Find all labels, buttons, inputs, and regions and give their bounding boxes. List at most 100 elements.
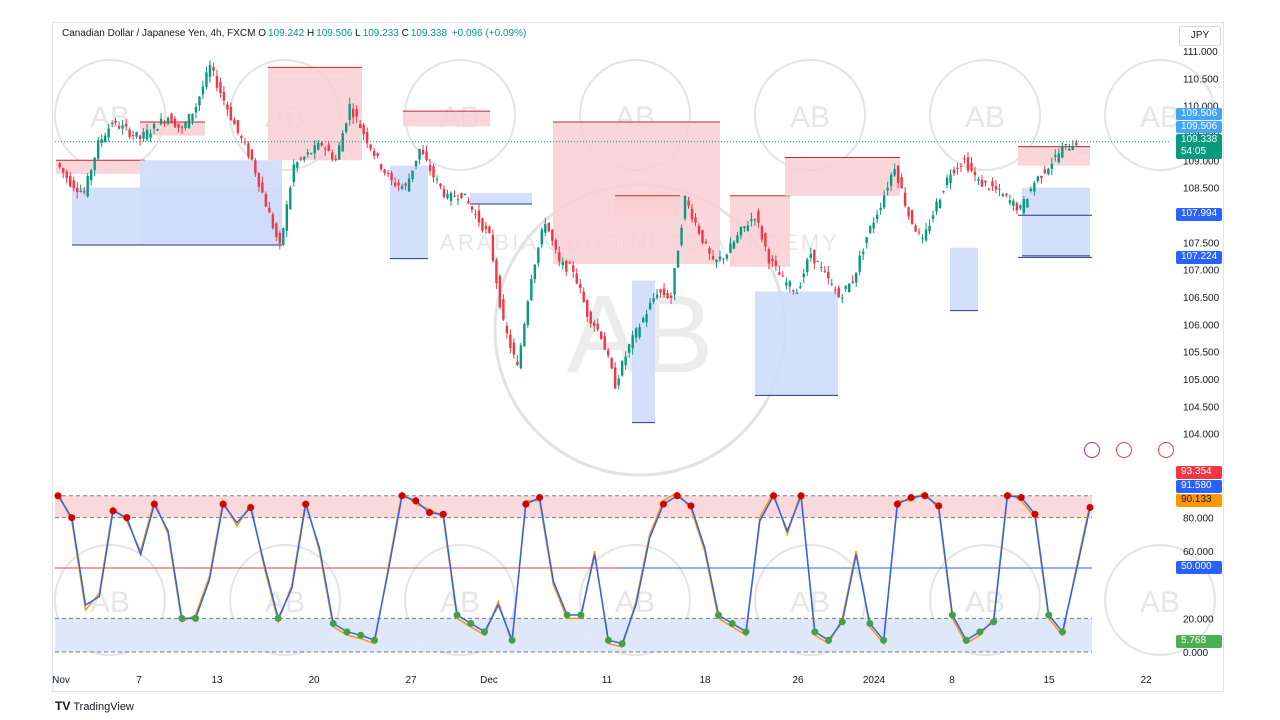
oversold-marker bbox=[976, 628, 984, 636]
candle-body bbox=[1029, 188, 1033, 192]
candle-body bbox=[208, 65, 212, 77]
stoch-d-line bbox=[57, 494, 1091, 645]
candle-body bbox=[376, 153, 379, 156]
candle-body bbox=[264, 194, 268, 207]
candle-body bbox=[114, 120, 117, 123]
candle-body bbox=[124, 123, 128, 127]
candle-body bbox=[708, 247, 711, 254]
candle-body bbox=[757, 211, 760, 223]
demand-zone bbox=[632, 280, 655, 423]
candle-body bbox=[421, 150, 425, 155]
candle-body bbox=[753, 219, 757, 221]
candle-body bbox=[1019, 205, 1022, 209]
candle-body bbox=[624, 356, 627, 366]
candle-body bbox=[250, 149, 254, 160]
candle-body bbox=[505, 325, 509, 334]
candle-body bbox=[488, 226, 491, 233]
candle-body bbox=[128, 129, 131, 137]
oversold-marker bbox=[880, 636, 888, 644]
candle-body bbox=[233, 119, 236, 125]
watermark-monogram: AB bbox=[90, 101, 130, 134]
overbought-marker bbox=[1031, 510, 1039, 518]
oversold-marker bbox=[481, 628, 489, 636]
open-label: O bbox=[258, 28, 267, 39]
candle-body bbox=[299, 158, 302, 160]
candle-body bbox=[942, 191, 945, 193]
tradingview-branding[interactable]: TV TradingView bbox=[55, 699, 134, 713]
candle-body bbox=[1005, 193, 1008, 196]
candle-body bbox=[806, 259, 809, 272]
oversold-marker bbox=[563, 611, 571, 619]
target-icon-2[interactable] bbox=[1158, 442, 1174, 458]
time-tick-label: 7 bbox=[136, 675, 142, 686]
candle-body bbox=[648, 302, 652, 310]
candle-body bbox=[966, 157, 970, 171]
price-tick-label: 106.500 bbox=[1183, 293, 1220, 304]
oversold-marker bbox=[178, 614, 186, 622]
candle-body bbox=[921, 237, 924, 239]
candle-body bbox=[680, 227, 683, 245]
candle-body bbox=[889, 174, 893, 186]
price-tick-label: 109.000 bbox=[1183, 156, 1220, 167]
watermark-seal bbox=[1104, 544, 1216, 656]
candle-body bbox=[781, 275, 785, 277]
supply-zone bbox=[56, 160, 145, 174]
supply-zone bbox=[1018, 146, 1090, 166]
price-tick-label: 110.500 bbox=[1183, 74, 1219, 85]
candle-body bbox=[1026, 198, 1029, 208]
overbought-marker bbox=[893, 500, 901, 508]
oscillator-pane[interactable] bbox=[54, 490, 1094, 653]
candle-body bbox=[338, 145, 341, 160]
tradingview-name: TradingView bbox=[73, 701, 134, 713]
candle-body bbox=[442, 188, 446, 198]
alert-icon[interactable] bbox=[1084, 442, 1100, 458]
candle-body bbox=[697, 225, 701, 234]
candle-body bbox=[411, 170, 414, 180]
candle-body bbox=[984, 180, 987, 183]
candle-body bbox=[718, 256, 722, 260]
overbought-marker bbox=[673, 492, 681, 500]
target-icon[interactable] bbox=[1116, 442, 1132, 458]
candle-body bbox=[519, 345, 523, 369]
candle-body bbox=[103, 135, 107, 142]
candle-body bbox=[827, 272, 830, 279]
candle-body bbox=[212, 66, 215, 71]
candle-body bbox=[956, 167, 959, 169]
candle-body bbox=[771, 258, 774, 261]
osc-tick-label: 20.000 bbox=[1183, 614, 1214, 625]
watermark-seal bbox=[54, 544, 166, 656]
candle-body bbox=[830, 283, 833, 285]
supply-zone bbox=[785, 157, 900, 196]
supply-zone bbox=[403, 111, 490, 127]
candle-body bbox=[1054, 155, 1057, 157]
currency-button[interactable]: JPY bbox=[1179, 26, 1221, 46]
candle-body bbox=[722, 258, 725, 260]
candle-body bbox=[449, 192, 453, 202]
demand-zone bbox=[755, 291, 838, 396]
candle-body bbox=[606, 350, 610, 356]
candle-body bbox=[334, 158, 337, 161]
candle-body bbox=[173, 118, 177, 128]
candle-body bbox=[638, 327, 641, 338]
watermark-seal bbox=[229, 544, 341, 656]
overbought-marker bbox=[398, 492, 406, 500]
candle-body bbox=[526, 301, 530, 325]
candle-body bbox=[795, 293, 799, 295]
candle-body bbox=[72, 180, 75, 189]
overbought-marker bbox=[219, 500, 227, 508]
high-value: 109.506 bbox=[316, 28, 353, 39]
price-pane[interactable] bbox=[55, 60, 1170, 424]
candle-body bbox=[428, 164, 432, 171]
candle-body bbox=[236, 120, 240, 133]
candle-body bbox=[310, 153, 313, 155]
candle-body bbox=[1015, 203, 1019, 211]
price-tick-label: 107.500 bbox=[1183, 238, 1220, 249]
candle-body bbox=[802, 273, 806, 278]
candle-body bbox=[743, 226, 746, 229]
candle-body bbox=[561, 261, 564, 266]
candle-body bbox=[86, 175, 89, 197]
symbol-legend[interactable]: Canadian Dollar / Japanese Yen, 4h, FXCM… bbox=[62, 28, 526, 39]
candle-body bbox=[952, 169, 956, 174]
candle-body bbox=[79, 190, 82, 192]
